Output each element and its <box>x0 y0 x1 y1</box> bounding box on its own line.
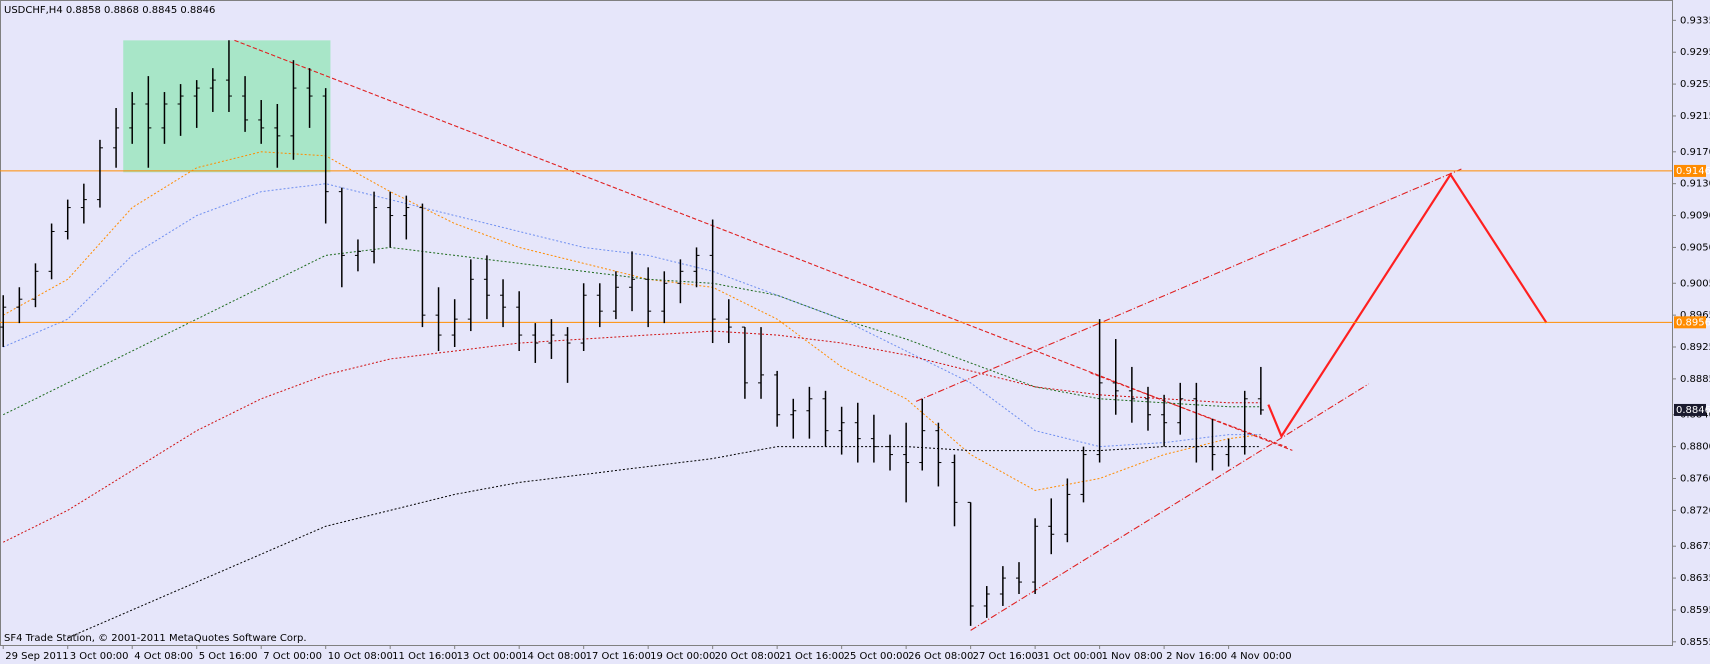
y-tick-label: 0.9005 <box>1680 278 1710 289</box>
y-tick-label: 0.8885 <box>1680 374 1710 385</box>
x-tick-label: 11 Oct 16:00 <box>392 651 457 662</box>
drawings <box>123 39 1548 631</box>
last-price-tag <box>1674 403 1706 416</box>
x-tick-label: 2 Nov 16:00 <box>1166 651 1227 662</box>
projection <box>1267 172 1548 439</box>
x-tick-label: 3 Oct 00:00 <box>70 651 129 662</box>
y-tick-label: 0.8675 <box>1680 541 1710 552</box>
zone-rect <box>123 40 331 173</box>
trend-line <box>915 168 1462 402</box>
y-tick-label: 0.8925 <box>1680 342 1710 353</box>
x-tick-label: 20 Oct 08:00 <box>715 651 780 662</box>
x-tick-label: 4 Nov 00:00 <box>1231 651 1292 662</box>
x-tick-label: 14 Oct 08:00 <box>521 651 586 662</box>
x-tick-label: 5 Oct 16:00 <box>199 651 258 662</box>
x-tick-label: 25 Oct 00:00 <box>844 651 909 662</box>
x-tick-label: 21 Oct 16:00 <box>779 651 844 662</box>
y-tick-label: 0.8965 <box>1680 310 1710 321</box>
x-tick-label: 31 Oct 00:00 <box>1037 651 1102 662</box>
level-label: 0.8956 <box>1676 317 1710 328</box>
x-tick-label: 26 Oct 08:00 <box>908 651 973 662</box>
plot-frame <box>0 0 1673 646</box>
x-tick-label: 29 Sep 2011 <box>5 651 68 662</box>
x-tick-label: 19 Oct 00:00 <box>650 651 715 662</box>
x-tick-label: 4 Oct 08:00 <box>134 651 193 662</box>
y-tick-label: 0.9295 <box>1680 47 1710 58</box>
x-tick-label: 10 Oct 08:00 <box>328 651 393 662</box>
x-tick-label: 13 Oct 00:00 <box>457 651 522 662</box>
y-tick-label: 0.9335 <box>1680 15 1710 26</box>
level-label: 0.9146 <box>1676 166 1710 177</box>
moving-average <box>3 183 1261 448</box>
y-tick-label: 0.8635 <box>1680 573 1710 584</box>
level-tag <box>1674 164 1706 177</box>
footer: SF4 Trade Station, © 2001-2011 MetaQuote… <box>4 633 307 644</box>
y-tick-label: 0.8555 <box>1680 637 1710 648</box>
trend-line <box>970 383 1369 631</box>
moving-average <box>67 446 1261 639</box>
x-tick-label: 27 Oct 16:00 <box>973 651 1038 662</box>
y-tick-label: 0.9255 <box>1680 79 1710 90</box>
x-tick-label: 1 Nov 08:00 <box>1102 651 1163 662</box>
x-tick-label: 7 Oct 00:00 <box>263 651 322 662</box>
last-price-label: 0.8846 <box>1676 405 1710 416</box>
y-tick-label: 0.9215 <box>1680 111 1710 122</box>
header: USDCHF,H4 0.8858 0.8868 0.8845 0.8846 <box>4 5 215 16</box>
level-tag <box>1674 316 1706 329</box>
moving-average <box>3 330 1261 543</box>
y-tick-label: 0.8595 <box>1680 605 1710 616</box>
trend-line <box>1090 372 1288 448</box>
x-tick-label: 17 Oct 16:00 <box>586 651 651 662</box>
